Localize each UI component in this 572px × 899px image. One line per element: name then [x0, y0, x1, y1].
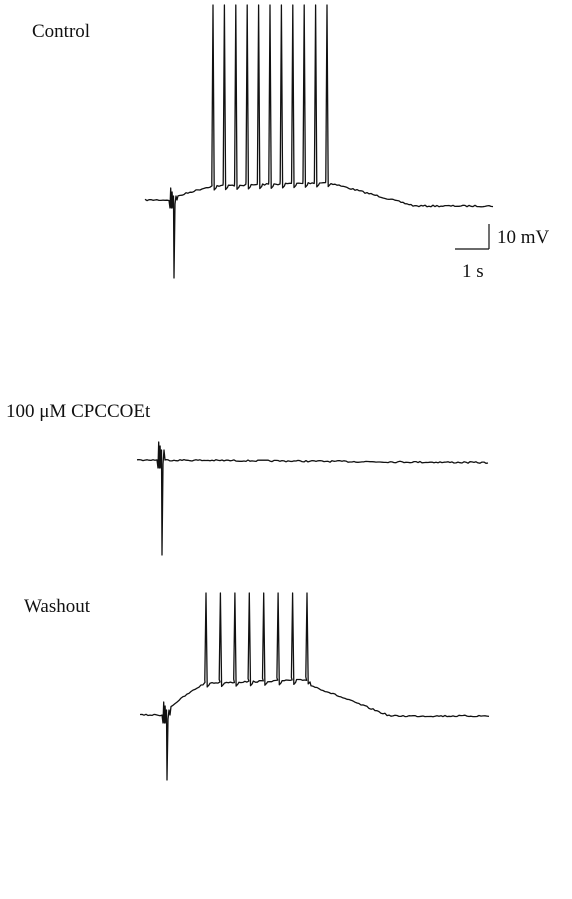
panel-label: Washout — [24, 596, 91, 617]
panel-label: Control — [32, 21, 90, 42]
panel-label: 100 μM CPCCOEt — [6, 401, 151, 422]
trace — [136, 441, 489, 556]
trace — [144, 4, 494, 279]
voltage-label: 10 mV — [497, 227, 550, 248]
trace — [139, 592, 490, 781]
scale-bar: 10 mV 1 s — [455, 224, 550, 282]
time-label: 1 s — [462, 261, 484, 282]
